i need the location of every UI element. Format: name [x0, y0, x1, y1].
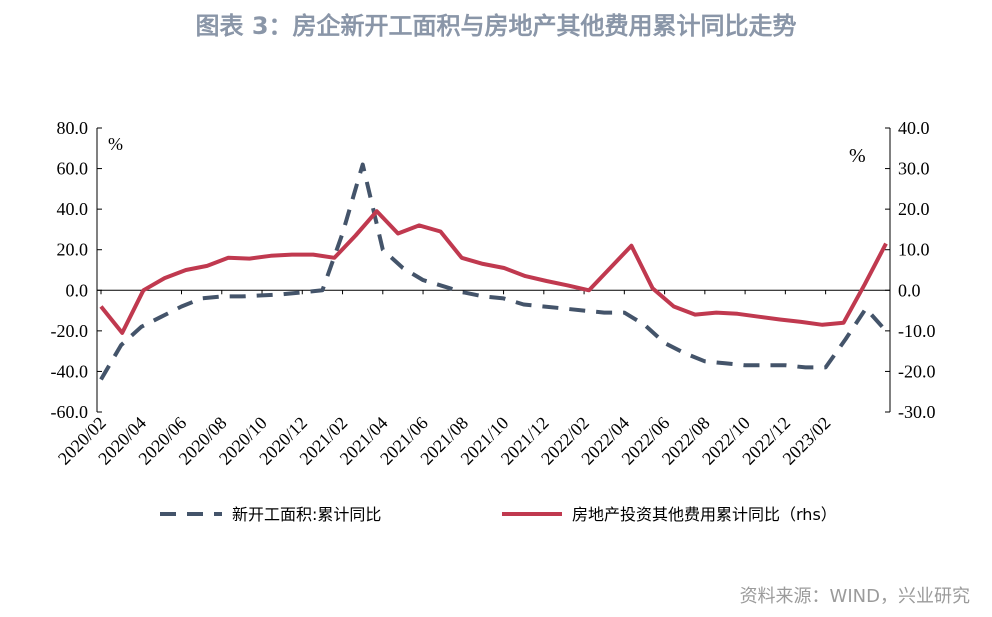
axes-layer: 80.0 60.0 40.0 20.0 0.0 -20.0 -40.0 -60.0 40.0 30… [51, 118, 936, 469]
y-right-tick-label: 20.0 [898, 199, 930, 219]
y-right-tick-label: 40.0 [898, 118, 930, 138]
right-unit-label: % [849, 145, 866, 167]
y-left-tick-label: 20.0 [57, 240, 89, 260]
source-note: 资料来源：WIND，兴业研究 [739, 586, 970, 607]
y-right-tick-label: -10.0 [898, 321, 936, 341]
legend: 新开工面积:累计同比 房地产投资其他费用累计同比（rhs） [160, 505, 837, 524]
y-left-tick-label: 60.0 [57, 159, 89, 179]
series-layer [99, 162, 888, 381]
legend-label-other-expenses: 房地产投资其他费用累计同比（rhs） [572, 505, 837, 524]
page-title: 图表 3：房企新开工面积与房地产其他费用累计同比走势 [195, 12, 797, 40]
y-right-tick-label: -20.0 [898, 361, 936, 381]
y-left-tick-label: 80.0 [57, 118, 89, 138]
y-left-tick-label: 40.0 [57, 199, 89, 219]
series-line-other-expenses [99, 209, 888, 335]
y-left-tick-label: 0.0 [66, 280, 89, 300]
series-line-new-construction [99, 162, 888, 381]
left-unit-label: % [108, 134, 123, 154]
y-left-tick-label: -40.0 [51, 361, 89, 381]
y-right-tick-label: 0.0 [898, 280, 921, 300]
y-right-tick-label: 30.0 [898, 159, 930, 179]
legend-label-new-construction: 新开工面积:累计同比 [232, 505, 381, 524]
y-left-tick-label: -60.0 [51, 402, 89, 422]
y-left-tick-label: -20.0 [51, 321, 89, 341]
y-right-tick-label: 10.0 [898, 240, 930, 260]
y-right-tick-label: -30.0 [898, 402, 936, 422]
